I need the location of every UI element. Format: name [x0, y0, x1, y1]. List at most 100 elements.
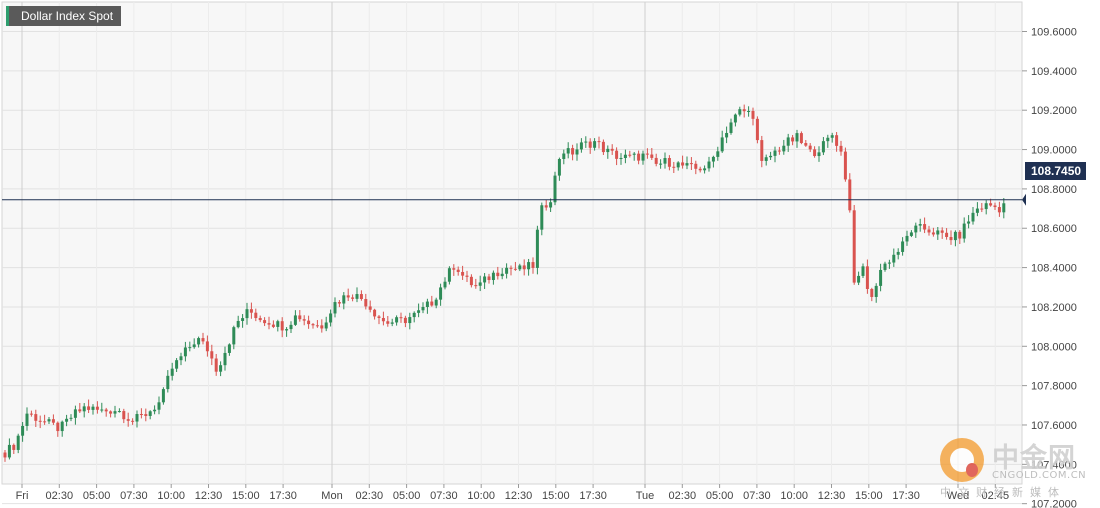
candle-down: [386, 321, 390, 324]
candle-down: [980, 208, 984, 210]
chart-title: Dollar Index Spot: [6, 6, 122, 26]
candle-up: [707, 161, 711, 169]
candle-up: [425, 301, 429, 307]
candle-up: [953, 231, 957, 241]
y-tick-label: 108.0000: [1031, 341, 1077, 353]
candle-down: [777, 150, 781, 152]
candle-down: [870, 288, 874, 297]
candle-up: [73, 409, 77, 418]
candle-down: [271, 324, 275, 327]
candle-up: [65, 418, 69, 422]
candle-up: [412, 312, 416, 318]
candle-up: [821, 141, 825, 153]
candle-up: [663, 158, 667, 164]
candle-up: [355, 294, 359, 299]
candle-up: [434, 299, 438, 306]
candle-up: [148, 411, 152, 416]
candle-up: [157, 402, 161, 410]
x-tick-label: 10:00: [780, 490, 808, 502]
candle-up: [549, 202, 553, 208]
x-tick-label: 12:30: [195, 490, 223, 502]
candle-up: [857, 275, 861, 283]
y-tick-label: 108.8000: [1031, 184, 1077, 196]
candle-down: [997, 207, 1001, 213]
candle-up: [738, 109, 742, 115]
candle-up: [1002, 203, 1006, 213]
candle-down: [109, 411, 113, 414]
candle-up: [892, 254, 896, 263]
candle-up: [773, 150, 777, 156]
candle-up: [21, 425, 25, 436]
candle-down: [808, 145, 812, 150]
x-tick-label: 07:30: [430, 490, 458, 502]
candle-down: [945, 232, 949, 237]
candle-down: [958, 231, 962, 239]
candle-down: [452, 268, 456, 270]
candle-down: [513, 268, 517, 270]
candle-down: [377, 316, 381, 318]
candle-down: [597, 141, 601, 143]
candle-down: [667, 158, 671, 167]
candle-up: [135, 414, 139, 422]
candle-down: [78, 409, 82, 412]
candle-up: [584, 141, 588, 143]
candle-up: [623, 154, 627, 159]
candle-up: [527, 262, 531, 270]
candle-down: [205, 341, 209, 352]
candle-down: [843, 151, 847, 180]
candle-down: [615, 150, 619, 159]
y-tick-label: 108.4000: [1031, 263, 1077, 275]
candle-up: [716, 151, 720, 157]
candle-down: [650, 154, 654, 158]
candle-down: [280, 321, 284, 331]
candle-up: [7, 444, 11, 458]
candle-up: [562, 153, 566, 160]
candle-up: [500, 273, 504, 277]
candle-down: [949, 236, 953, 241]
candle-down: [571, 148, 575, 155]
candle-up: [390, 322, 394, 324]
candle-up: [192, 344, 196, 348]
candle-up: [786, 137, 790, 146]
candle-up: [16, 435, 20, 450]
candle-down: [302, 319, 306, 321]
candle-up: [619, 158, 623, 160]
candle-up: [967, 221, 971, 224]
candle-up: [417, 310, 421, 313]
candle-up: [478, 282, 482, 286]
candle-down: [672, 166, 676, 168]
last-price-pointer: [1022, 193, 1026, 206]
candle-down: [852, 210, 856, 283]
candle-up: [641, 153, 645, 161]
candle-up: [183, 347, 187, 357]
y-tick-label: 109.2000: [1031, 105, 1077, 117]
candle-down: [993, 205, 997, 208]
candle-down: [923, 224, 927, 230]
x-tick-label: 10:00: [467, 490, 495, 502]
candle-up: [676, 162, 680, 168]
candle-down: [368, 306, 372, 310]
x-tick-label: 12:30: [505, 490, 533, 502]
x-tick-label: 07:30: [743, 490, 771, 502]
candle-up: [817, 152, 821, 157]
y-tick-label: 109.4000: [1031, 66, 1077, 78]
x-tick-label: 17:30: [892, 490, 920, 502]
candle-down: [544, 205, 548, 208]
y-tick-label: 107.2000: [1031, 499, 1077, 508]
candle-up: [232, 327, 236, 345]
x-tick-label: 02:30: [356, 490, 384, 502]
candle-down: [487, 276, 491, 281]
candle-up: [593, 141, 597, 148]
candle-up: [553, 175, 557, 203]
candle-down: [56, 422, 60, 432]
x-tick-label: Wed: [947, 490, 969, 502]
plot-background: [1, 1, 1023, 485]
candle-up: [971, 212, 975, 222]
candle-down: [588, 141, 592, 148]
x-tick-label: Mon: [321, 490, 342, 502]
candle-up: [887, 262, 891, 264]
candle-up: [874, 285, 878, 297]
candle-down: [43, 421, 47, 423]
candle-up: [879, 269, 883, 286]
candle-up: [447, 268, 451, 282]
